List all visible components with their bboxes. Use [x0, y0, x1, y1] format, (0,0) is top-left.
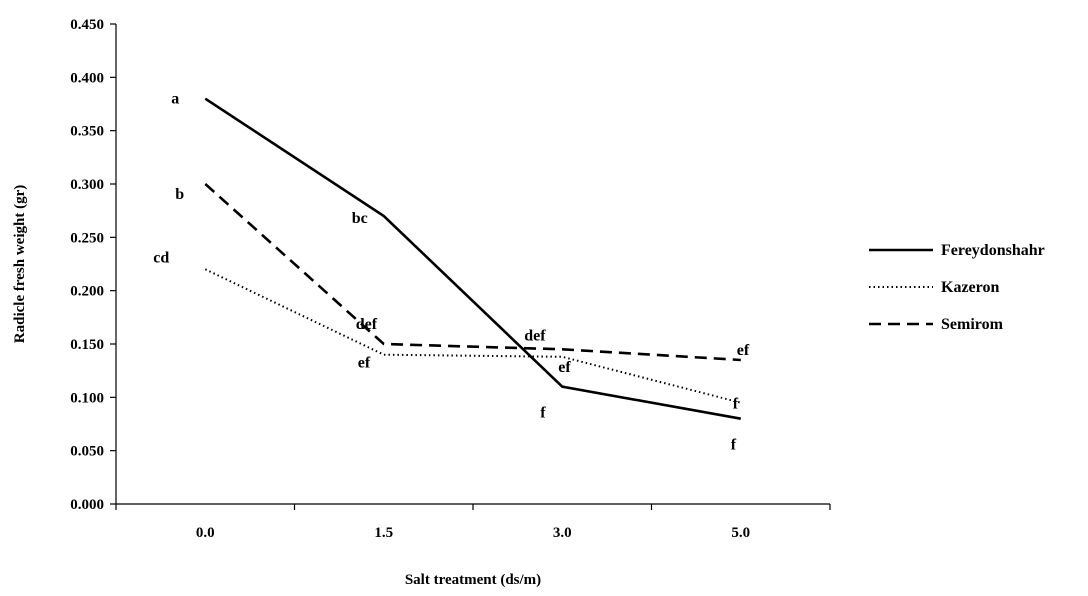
point-label: f	[733, 396, 739, 413]
y-tick-label: 0.050	[70, 444, 104, 460]
point-label: a	[171, 91, 179, 108]
x-tick-label: 1.5	[374, 525, 393, 541]
legend-label: Fereydonshahr	[941, 242, 1045, 259]
series-lines	[204, 97, 742, 420]
y-axis-title: Radicle fresh weight (gr)	[12, 185, 28, 343]
point-label: ef	[558, 359, 571, 376]
legend-label: Semirom	[941, 316, 1004, 333]
x-ticks: 0.0 1.5 3.0 5.0	[115, 504, 831, 541]
series-line-kazeron	[204, 268, 742, 404]
y-tick-label: 0.000	[70, 497, 104, 513]
series-line-semirom	[204, 183, 741, 362]
point-label: ef	[737, 342, 750, 359]
legend-label: Kazeron	[941, 279, 999, 296]
x-axis-title: Salt treatment (ds/m)	[405, 572, 541, 588]
y-tick-label: 0.250	[70, 230, 104, 246]
point-label: b	[175, 186, 184, 203]
y-tick-label: 0.400	[70, 70, 104, 86]
point-label: def	[356, 316, 378, 333]
y-tick-label: 0.100	[70, 390, 104, 406]
y-tick-label: 0.300	[70, 177, 104, 193]
point-label: f	[540, 405, 546, 422]
legend: Fereydonshahr Kazeron Semirom	[869, 242, 1045, 333]
y-tick-label: 0.200	[70, 284, 104, 300]
point-label: cd	[153, 249, 169, 266]
y-ticks: 0.000 0.050 0.100 0.150 0.200 0.250 0.300 0.350…	[70, 17, 116, 513]
x-tick-label: 5.0	[731, 525, 750, 541]
point-label: bc	[352, 210, 368, 227]
point-label: def	[524, 327, 546, 344]
point-label: f	[731, 437, 737, 454]
y-tick-label: 0.450	[70, 17, 104, 33]
point-label: ef	[358, 355, 371, 372]
x-tick-label: 0.0	[196, 525, 215, 541]
series-line-fereydonshahr	[204, 97, 742, 420]
axes	[115, 24, 830, 505]
x-tick-label: 3.0	[553, 525, 572, 541]
y-tick-label: 0.350	[70, 124, 104, 140]
y-tick-label: 0.150	[70, 337, 104, 353]
